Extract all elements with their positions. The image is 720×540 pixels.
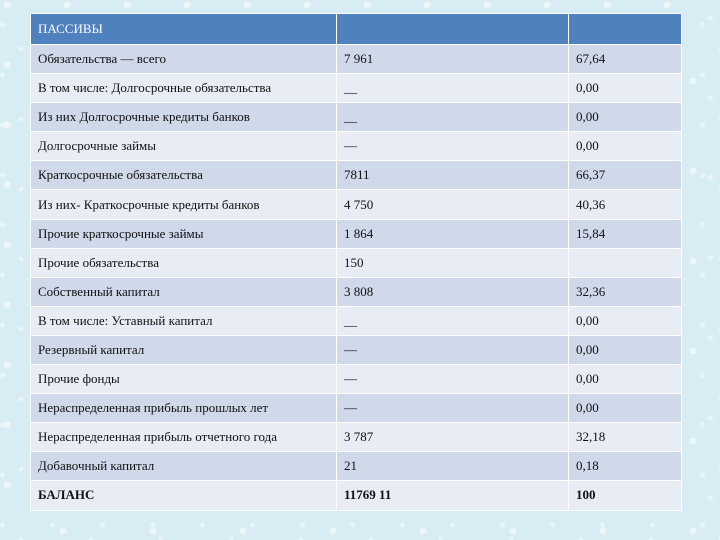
cell-label: Нераспределенная прибыль прошлых лет [30, 393, 337, 424]
table-row: Обязательства — всего 7 961 67,64 [30, 43, 682, 75]
table-row: Краткосрочные обязательства 7811 66,37 [30, 160, 682, 191]
cell-value: 3 787 [336, 422, 569, 453]
cell-value: 7811 [336, 160, 569, 191]
cell-percent: 40,36 [568, 189, 682, 220]
cell-percent: 66,37 [568, 160, 682, 191]
cell-label: Из них Долгосрочные кредиты банков [30, 102, 337, 133]
table-header-row: ПАССИВЫ [30, 13, 682, 45]
table-row-total: БАЛАНС 11769 11 100 [30, 480, 682, 511]
cell-percent: 15,84 [568, 218, 682, 249]
cell-label: Резервный капитал [30, 334, 337, 366]
header-cell-value [336, 13, 569, 45]
cell-percent: 0,00 [568, 131, 682, 162]
table-row: В том числе: Уставный капитал __ 0,00 [30, 305, 682, 336]
cell-percent: 0,00 [568, 364, 682, 395]
cell-value: 4 750 [336, 189, 569, 220]
table-row: Собственный капитал 3 808 32,36 [30, 276, 682, 307]
cell-label: В том числе: Долгосрочные обязательства [30, 73, 337, 104]
cell-value: 1 864 [336, 218, 569, 249]
cell-percent: 0,18 [568, 451, 682, 482]
liabilities-table: ПАССИВЫ Обязательства — всего 7 961 67,64 В… [30, 13, 682, 511]
cell-value: 150 [336, 247, 569, 278]
cell-value: __ [336, 73, 569, 104]
cell-value: 3 808 [336, 276, 569, 307]
table-row: Добавочный капитал 21 0,18 [30, 451, 682, 482]
cell-label: Обязательства — всего [30, 43, 337, 75]
table-row: Нераспределенная прибыль отчетного года 3… [30, 422, 682, 453]
table-row: В том числе: Долгосрочные обязательства _… [30, 73, 682, 104]
cell-label: Нераспределенная прибыль отчетного года [30, 422, 337, 453]
table-row: Прочие обязательства 150 [30, 247, 682, 278]
cell-label: Долгосрочные займы [30, 131, 337, 162]
cell-percent: 32,18 [568, 422, 682, 453]
cell-value: — [336, 334, 569, 366]
table-row: Нераспределенная прибыль прошлых лет —0,0… [30, 393, 682, 424]
cell-label: Прочие фонды [30, 364, 337, 395]
cell-label: Прочие краткосрочные займы [30, 218, 337, 249]
table-row: Из них Долгосрочные кредиты банков __ 0,00 [30, 102, 682, 133]
cell-label: Краткосрочные обязательства [30, 160, 337, 191]
cell-value: 7 961 [336, 43, 569, 75]
cell-label: В том числе: Уставный капитал [30, 305, 337, 336]
cell-percent: 0,00 [568, 334, 682, 366]
cell-percent: 67,64 [568, 43, 682, 75]
header-cell-percent [568, 13, 682, 45]
cell-percent: 0,00 [568, 73, 682, 104]
table-row: Из них- Краткосрочные кредиты банков 4 75… [30, 189, 682, 220]
cell-percent: 0,00 [568, 305, 682, 336]
cell-label: Из них- Краткосрочные кредиты банков [30, 189, 337, 220]
cell-percent: 32,36 [568, 276, 682, 307]
cell-label: Собственный капитал [30, 276, 337, 307]
cell-percent [568, 247, 682, 278]
table-row: Прочие фонды —0,00 [30, 364, 682, 395]
cell-label: Добавочный капитал [30, 451, 337, 482]
cell-value: — [336, 364, 569, 395]
cell-label: БАЛАНС [30, 480, 337, 511]
cell-value: 21 [336, 451, 569, 482]
cell-value: — [336, 131, 569, 162]
cell-label: Прочие обязательства [30, 247, 337, 278]
cell-percent: 100 [568, 480, 682, 511]
cell-value: __ [336, 102, 569, 133]
cell-value: __ [336, 305, 569, 336]
cell-value: 11769 11 [336, 480, 569, 511]
cell-percent: 0,00 [568, 393, 682, 424]
table-row: Долгосрочные займы —0,00 [30, 131, 682, 162]
table-row: Резервный капитал —0,00 [30, 334, 682, 366]
table-row: Прочие краткосрочные займы 1 864 15,84 [30, 218, 682, 249]
cell-percent: 0,00 [568, 102, 682, 133]
cell-value: — [336, 393, 569, 424]
header-cell-label: ПАССИВЫ [30, 13, 337, 45]
liabilities-table-frame: ПАССИВЫ Обязательства — всего 7 961 67,64 В… [30, 13, 682, 511]
